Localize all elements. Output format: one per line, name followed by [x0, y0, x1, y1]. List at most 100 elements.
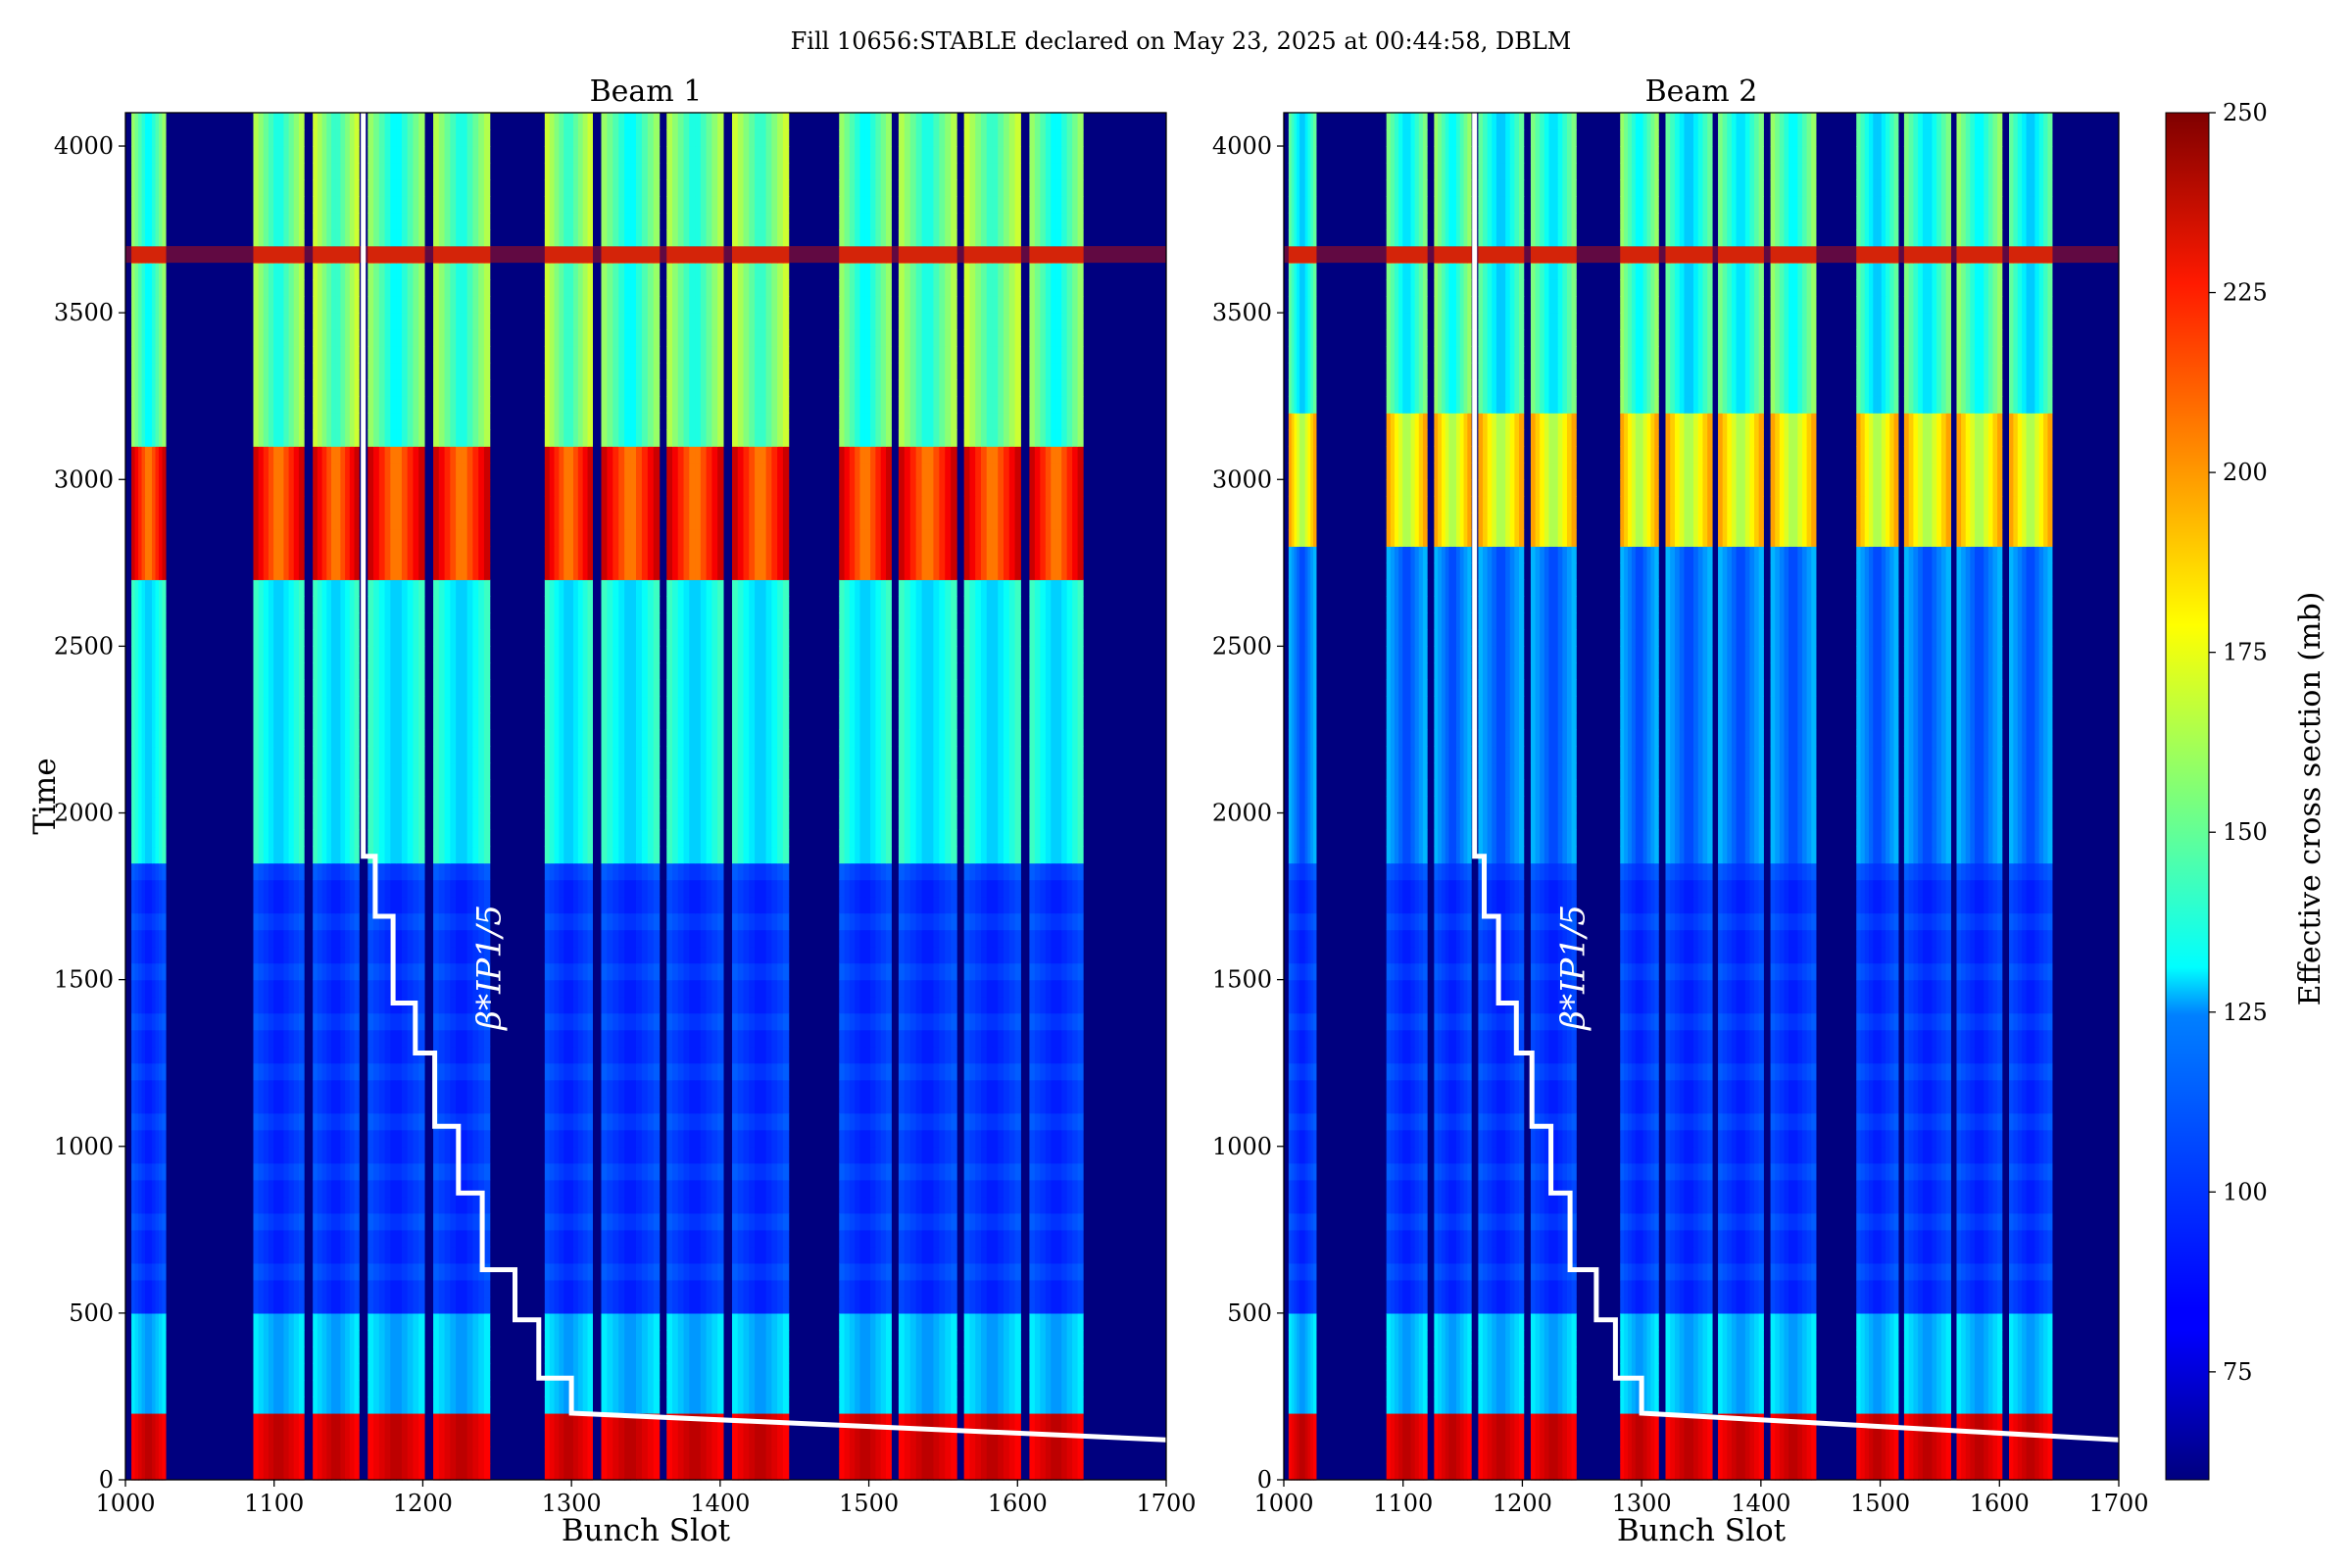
heatmap-cell — [385, 379, 391, 397]
heatmap-cell — [545, 1396, 550, 1414]
heatmap-cell — [354, 679, 359, 697]
heatmap-cell — [294, 646, 300, 663]
heatmap-cell — [568, 963, 573, 981]
heatmap-cell — [155, 997, 159, 1014]
heatmap-cell — [456, 563, 462, 580]
heatmap-cell — [259, 446, 265, 464]
heatmap-cell — [583, 629, 588, 647]
heatmap-cell — [152, 1030, 156, 1048]
heatmap-cell — [445, 1147, 451, 1164]
heatmap-cell — [583, 762, 588, 780]
heatmap-cell — [385, 196, 391, 214]
heatmap-cell — [322, 1230, 327, 1248]
heatmap-cell — [345, 662, 350, 680]
heatmap-cell — [368, 712, 373, 730]
heatmap-cell — [402, 813, 408, 831]
heatmap-cell — [418, 1213, 424, 1231]
heatmap-cell — [379, 296, 385, 314]
heatmap-cell — [289, 196, 295, 214]
heatmap-cell — [564, 646, 568, 663]
heatmap-cell — [550, 1213, 555, 1231]
heatmap-cell — [340, 1297, 345, 1314]
heatmap-cell — [583, 1030, 588, 1048]
heatmap-cell — [368, 612, 373, 630]
heatmap-cell — [467, 1197, 473, 1214]
heatmap-cell — [573, 1330, 578, 1348]
heatmap-cell — [131, 863, 135, 881]
heatmap-cell — [568, 662, 573, 680]
heatmap-cell — [354, 947, 359, 964]
heatmap-cell — [331, 746, 336, 763]
heatmap-cell — [601, 1463, 608, 1481]
heatmap-cell — [149, 1446, 153, 1464]
heatmap-cell — [413, 847, 418, 864]
heatmap-cell — [472, 612, 478, 630]
heatmap-cell — [413, 1113, 418, 1131]
heatmap-cell — [294, 696, 300, 713]
heatmap-cell — [253, 897, 259, 914]
heatmap-cell — [253, 463, 259, 480]
heatmap-cell — [445, 863, 451, 881]
heatmap-cell — [379, 662, 385, 680]
heatmap-cell — [299, 1280, 305, 1298]
heatmap-cell — [550, 712, 555, 730]
heatmap-cell — [149, 413, 153, 430]
heatmap-cell — [564, 513, 568, 530]
heatmap-cell — [445, 646, 451, 663]
heatmap-cell — [138, 1013, 142, 1031]
heatmap-cell — [299, 1113, 305, 1131]
heatmap-cell — [345, 396, 350, 414]
heatmap-cell — [588, 980, 593, 998]
heatmap-cell — [294, 563, 300, 580]
heatmap-cell — [131, 113, 135, 130]
heatmap-cell — [385, 863, 391, 881]
heatmap-cell — [138, 263, 142, 280]
heatmap-cell — [278, 113, 284, 130]
heatmap-cell — [131, 229, 135, 247]
heatmap-cell — [345, 913, 350, 931]
heatmap-cell — [152, 579, 156, 597]
heatmap-cell — [373, 1347, 379, 1364]
bunch-train — [368, 113, 424, 1481]
heatmap-cell — [294, 947, 300, 964]
heatmap-cell — [259, 762, 265, 780]
heatmap-cell — [318, 1396, 322, 1414]
heatmap-cell — [408, 429, 414, 447]
heatmap-cell — [555, 1163, 560, 1181]
heatmap-cell — [636, 1463, 643, 1481]
heatmap-cell — [607, 1463, 613, 1481]
heatmap-cell — [336, 1197, 341, 1214]
heatmap-cell — [142, 1230, 146, 1248]
heatmap-cell — [354, 1363, 359, 1381]
heatmap-cell — [318, 1180, 322, 1198]
heatmap-cell — [373, 930, 379, 948]
heatmap-cell — [135, 429, 139, 447]
heatmap-cell — [273, 146, 279, 164]
heatmap-cell — [354, 1097, 359, 1114]
heatmap-cell — [259, 279, 265, 297]
heatmap-cell — [385, 696, 391, 713]
heatmap-cell — [396, 596, 402, 613]
heatmap-cell — [336, 1446, 341, 1464]
heatmap-cell — [264, 146, 270, 164]
heatmap-cell — [484, 1097, 490, 1114]
heatmap-cell — [253, 679, 259, 697]
heatmap-cell — [253, 1097, 259, 1114]
heatmap-cell — [379, 696, 385, 713]
heatmap-cell — [354, 1280, 359, 1298]
heatmap-cell — [573, 1080, 578, 1098]
heatmap-cell — [264, 1163, 270, 1181]
heatmap-cell — [149, 729, 153, 747]
heatmap-cell — [283, 229, 289, 247]
heatmap-cell — [149, 396, 153, 414]
heatmap-cell — [350, 163, 355, 180]
heatmap-cell — [269, 963, 274, 981]
heatmap-cell — [135, 1330, 139, 1348]
heatmap-cell — [336, 529, 341, 547]
heatmap-cell — [159, 746, 163, 763]
heatmap-cell — [159, 1430, 163, 1447]
heatmap-cell — [578, 179, 583, 197]
heatmap-cell — [345, 129, 350, 147]
heatmap-cell — [336, 1380, 341, 1397]
heatmap-cell — [462, 963, 467, 981]
